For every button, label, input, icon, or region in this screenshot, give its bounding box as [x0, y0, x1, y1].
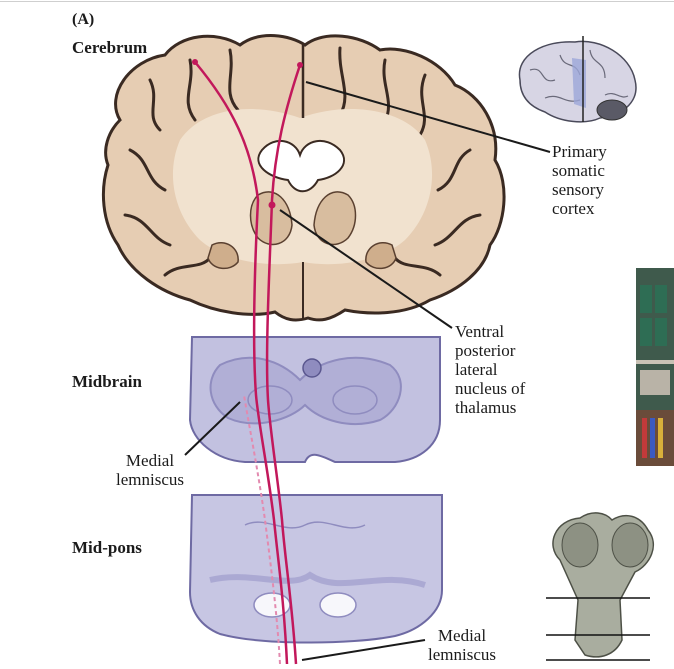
callout-medial-lemniscus-pons: Medial lemniscus — [428, 626, 496, 664]
label-midbrain: Midbrain — [72, 372, 142, 391]
pathway-lines — [192, 59, 303, 665]
leader-lines — [184, 81, 551, 661]
top-rule — [0, 1, 674, 2]
label-cerebrum: Cerebrum — [72, 38, 148, 57]
callout-primary-somatic-sensory-cortex: Primary somatic sensory cortex — [552, 142, 607, 218]
panel-letter: (A) — [72, 11, 95, 28]
inset-brainstem — [546, 512, 654, 661]
cerebrum-section — [101, 34, 506, 322]
callout-medial-lemniscus-midbrain: Medial lemniscus — [116, 451, 184, 489]
callout-ventral-posterior-lateral-nucleus: Ventral posterior lateral nucleus of tha… — [455, 322, 526, 417]
pons-section — [188, 494, 443, 644]
photo-fragment — [636, 268, 674, 466]
label-midpons: Mid-pons — [72, 538, 142, 557]
inset-brain-lateral — [518, 36, 637, 123]
midbrain-section — [188, 336, 441, 463]
